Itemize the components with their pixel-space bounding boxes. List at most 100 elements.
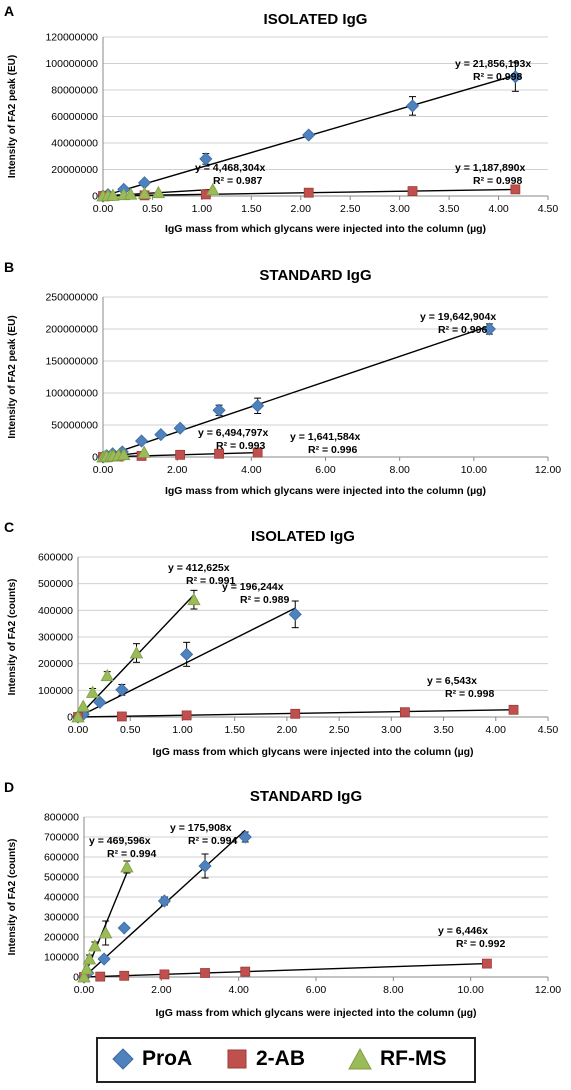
legend-label-proa: ProA <box>142 1047 193 1070</box>
fit-r-squared: R² = 0.998 <box>473 175 522 187</box>
legend-item-rfms: RF-MS <box>348 1047 447 1071</box>
trendline-2-ab <box>83 962 487 978</box>
y-tick-label: 100000000 <box>45 388 98 400</box>
x-tick-label: 0.00 <box>93 464 114 476</box>
data-point-2-ab <box>119 970 130 981</box>
fit-equation: y = 412,625x <box>168 562 230 574</box>
y-axis-label: Intensity of FA2 peak (EU) <box>7 55 18 178</box>
chart-panel-a: A ISOLATED IgG 0 20000000 40000000 60000000 80… <box>4 3 558 235</box>
fit-equation: y = 469,596x <box>89 835 151 847</box>
y-tick-label: 20000000 <box>51 164 98 176</box>
data-point-2-ab <box>407 186 418 196</box>
y-tick-label: 0 <box>67 712 73 724</box>
data-point-proa <box>238 830 252 844</box>
y-tick-label: 400000 <box>44 892 79 904</box>
legend-item-2ab: 2-AB <box>226 1047 305 1071</box>
chart-panel-d: D STANDARD IgG 0 100000 200000 300000 400000 50… <box>4 779 561 1019</box>
x-tick-label: 2.00 <box>291 203 312 215</box>
x-tick-label: 8.00 <box>383 984 404 996</box>
data-point-proa <box>157 894 171 908</box>
x-tick-label: 10.00 <box>461 464 487 476</box>
fit-r-squared: R² = 0.989 <box>240 594 289 606</box>
data-point-proa <box>302 128 316 142</box>
legend-item-proa: ProA <box>112 1047 192 1071</box>
x-tick-label: 0.50 <box>142 203 163 215</box>
data-point-proa <box>154 428 168 442</box>
data-point-proa <box>135 434 149 448</box>
fit-equation: y = 196,244x <box>222 581 284 593</box>
x-tick-label: 2.00 <box>151 984 172 996</box>
data-point-rf-ms <box>151 185 166 199</box>
y-axis-label: Intensity of FA2 (counts) <box>7 839 18 956</box>
fit-equation: y = 6,494,797x <box>198 427 269 439</box>
y-tick-label: 0 <box>92 191 98 203</box>
chart-panel-c: C ISOLATED IgG 0 100000 200000 300000 400000 50… <box>4 519 558 758</box>
x-tick-label: 2.50 <box>340 203 361 215</box>
fit-r-squared: R² = 0.994 <box>188 835 237 847</box>
data-point-proa <box>97 952 111 966</box>
data-point-rf-ms <box>100 668 114 682</box>
x-tick-label: 3.00 <box>389 203 410 215</box>
chart-panel-b: B STANDARD IgG 0 50000000 100000000 150000000… <box>4 259 561 497</box>
data-point-proa <box>482 322 496 336</box>
data-point-2-ab <box>181 710 192 721</box>
x-tick-label: 2.50 <box>329 724 350 736</box>
x-tick-label: 10.00 <box>458 984 484 996</box>
data-point-proa <box>198 859 212 873</box>
y-tick-label: 800000 <box>44 812 79 824</box>
data-point-proa <box>405 99 420 113</box>
y-tick-label: 0 <box>73 972 79 984</box>
x-tick-label: 3.50 <box>439 203 460 215</box>
data-point-proa <box>251 399 265 413</box>
data-point-2-ab <box>510 184 521 195</box>
data-point-proa <box>173 421 187 435</box>
data-point-rf-ms <box>80 962 94 975</box>
fit-r-squared: R² = 0.998 <box>445 688 494 700</box>
x-tick-label: 0.00 <box>93 203 114 215</box>
x-tick-label: 4.00 <box>228 984 249 996</box>
x-tick-label: 2.00 <box>167 464 188 476</box>
data-point-proa <box>212 403 226 417</box>
y-tick-label: 300000 <box>44 912 79 924</box>
data-point-2-ab <box>240 966 251 977</box>
data-point-2-ab <box>303 187 314 198</box>
fit-equation: y = 1,187,890x <box>455 162 526 174</box>
data-point-2-ab <box>252 447 263 458</box>
x-tick-label: 3.00 <box>381 724 402 736</box>
data-point-proa <box>508 70 522 84</box>
triangle-marker-icon <box>348 1048 372 1070</box>
y-tick-label: 0 <box>92 452 98 464</box>
diamond-marker-icon <box>112 1048 134 1070</box>
y-tick-label: 400000 <box>38 605 73 617</box>
data-point-proa <box>199 152 213 166</box>
chart-title: ISOLATED IgG <box>264 11 368 28</box>
fit-r-squared: R² = 0.998 <box>473 71 522 83</box>
data-point-2-ab <box>290 708 301 719</box>
x-tick-label: 4.50 <box>538 724 559 736</box>
x-tick-label: 1.50 <box>224 724 245 736</box>
data-point-2-ab <box>482 958 492 969</box>
y-tick-label: 600000 <box>38 552 73 564</box>
x-tick-label: 3.50 <box>433 724 454 736</box>
data-point-2-ab <box>159 969 170 980</box>
data-point-proa <box>288 607 302 621</box>
x-tick-label: 12.00 <box>535 984 561 996</box>
y-tick-label: 200000 <box>44 932 79 944</box>
fit-r-squared: R² = 0.987 <box>213 175 262 187</box>
x-tick-label: 1.00 <box>192 203 213 215</box>
data-point-2-ab <box>508 704 519 715</box>
x-tick-label: 4.00 <box>241 464 262 476</box>
fit-equation: y = 19,642,904x <box>420 311 496 323</box>
data-point-rf-ms <box>76 699 90 712</box>
y-tick-label: 300000 <box>38 632 73 644</box>
panel-letter: D <box>4 779 14 795</box>
y-tick-label: 150000000 <box>45 356 98 368</box>
fit-r-squared: R² = 0.994 <box>107 848 156 860</box>
x-tick-label: 0.50 <box>120 724 141 736</box>
y-tick-label: 80000000 <box>51 85 98 97</box>
data-point-rf-ms <box>120 860 134 873</box>
x-tick-label: 4.50 <box>538 203 559 215</box>
y-tick-label: 600000 <box>44 852 79 864</box>
x-axis-label: IgG mass from which glycans were injecte… <box>165 223 486 235</box>
x-tick-label: 6.00 <box>306 984 327 996</box>
